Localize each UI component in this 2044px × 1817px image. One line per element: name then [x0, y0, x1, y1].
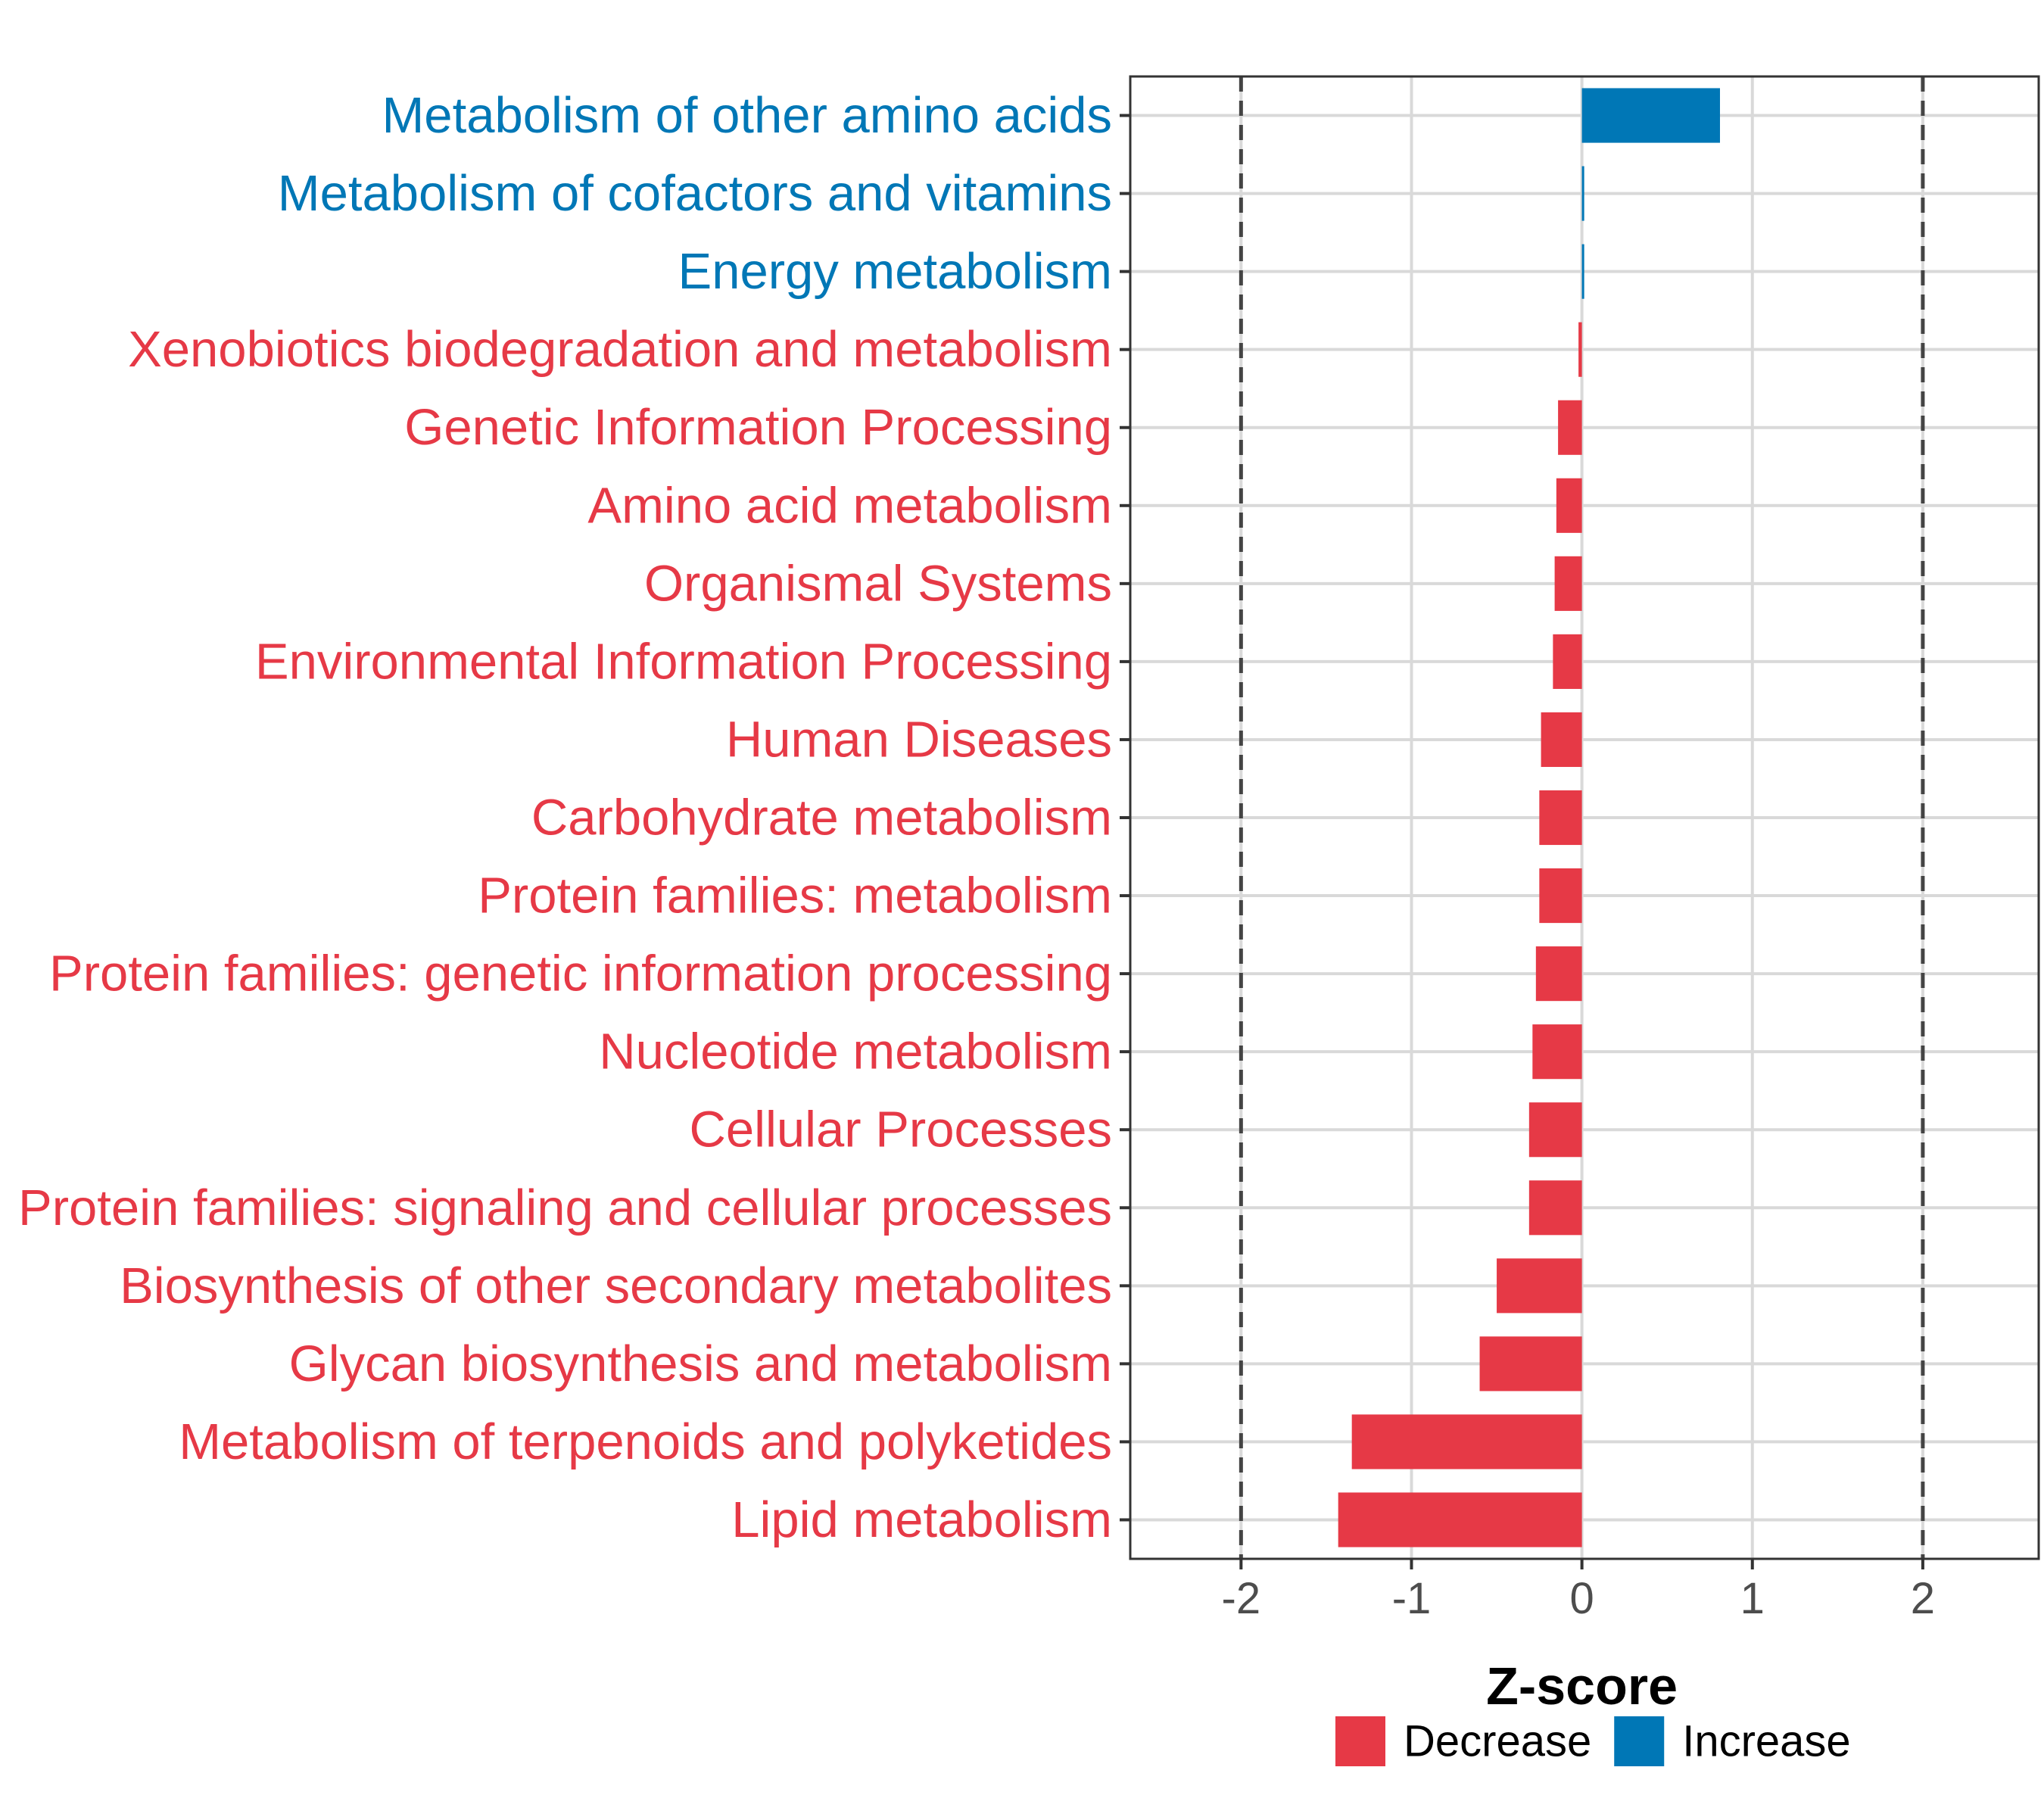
bar: [1541, 712, 1582, 768]
category-label: Protein families: metabolism: [478, 868, 1112, 924]
bar: [1528, 1180, 1582, 1236]
category-label: Biosynthesis of other secondary metaboli…: [120, 1258, 1112, 1314]
bar: [1556, 478, 1582, 533]
category-label: Human Diseases: [726, 711, 1112, 768]
bars: [1338, 88, 1720, 1547]
legend-swatch: [1614, 1716, 1665, 1766]
x-tick-label: -1: [1392, 1574, 1432, 1623]
category-label: Xenobiotics biodegradation and metabolis…: [128, 321, 1112, 378]
bar: [1338, 1492, 1582, 1547]
category-label: Genetic Information Processing: [404, 399, 1112, 456]
bar: [1351, 1414, 1582, 1469]
category-label: Metabolism of cofactors and vitamins: [278, 165, 1112, 222]
x-axis-title: Z-score: [1486, 1656, 1678, 1716]
x-tick-label: 0: [1569, 1574, 1594, 1623]
category-label: Metabolism of other amino acids: [382, 87, 1113, 144]
bar: [1528, 1102, 1582, 1158]
x-tick-label: 2: [1911, 1574, 1935, 1623]
bar: [1581, 244, 1584, 299]
bar: [1497, 1258, 1582, 1314]
category-label: Environmental Information Processing: [255, 633, 1112, 690]
bar: [1554, 556, 1582, 611]
reference-lines: [1239, 76, 1925, 1559]
category-label: Glycan biosynthesis and metabolism: [289, 1335, 1112, 1392]
x-tick-labels: -2 -1 0 1 2: [1222, 1574, 1935, 1623]
category-label: Lipid metabolism: [731, 1491, 1112, 1548]
bar: [1553, 634, 1582, 689]
x-tick-label: -2: [1222, 1574, 1261, 1623]
legend-swatch: [1335, 1716, 1385, 1766]
category-label: Cellular Processes: [689, 1102, 1112, 1158]
category-label: Energy metabolism: [678, 243, 1112, 300]
grid-lines: [1130, 76, 2039, 1559]
category-label: Carbohydrate metabolism: [531, 790, 1112, 846]
bar: [1539, 790, 1582, 846]
category-label: Nucleotide metabolism: [599, 1024, 1112, 1080]
x-ticks: [1239, 1559, 1924, 1569]
category-labels: Metabolism of other amino acids Metabolis…: [18, 87, 1112, 1548]
bar: [1539, 868, 1582, 924]
y-ticks: [1120, 114, 1130, 1522]
bar: [1479, 1336, 1582, 1392]
bar: [1578, 322, 1582, 377]
legend-label: Increase: [1682, 1717, 1850, 1766]
bar: [1535, 946, 1582, 1002]
bar: [1581, 166, 1584, 221]
bar: [1581, 88, 1720, 143]
bar: [1532, 1024, 1582, 1080]
bar: [1558, 400, 1582, 455]
legend-label: Decrease: [1404, 1717, 1591, 1766]
category-label: Organismal Systems: [644, 555, 1112, 612]
legend: Decrease Increase: [1335, 1716, 1851, 1766]
x-tick-label: 1: [1740, 1574, 1765, 1623]
category-label: Metabolism of terpenoids and polyketides: [179, 1413, 1112, 1470]
category-label: Protein families: signaling and cellular…: [18, 1180, 1112, 1236]
category-label: Amino acid metabolism: [587, 477, 1112, 534]
category-label: Protein families: genetic information pr…: [49, 946, 1112, 1002]
